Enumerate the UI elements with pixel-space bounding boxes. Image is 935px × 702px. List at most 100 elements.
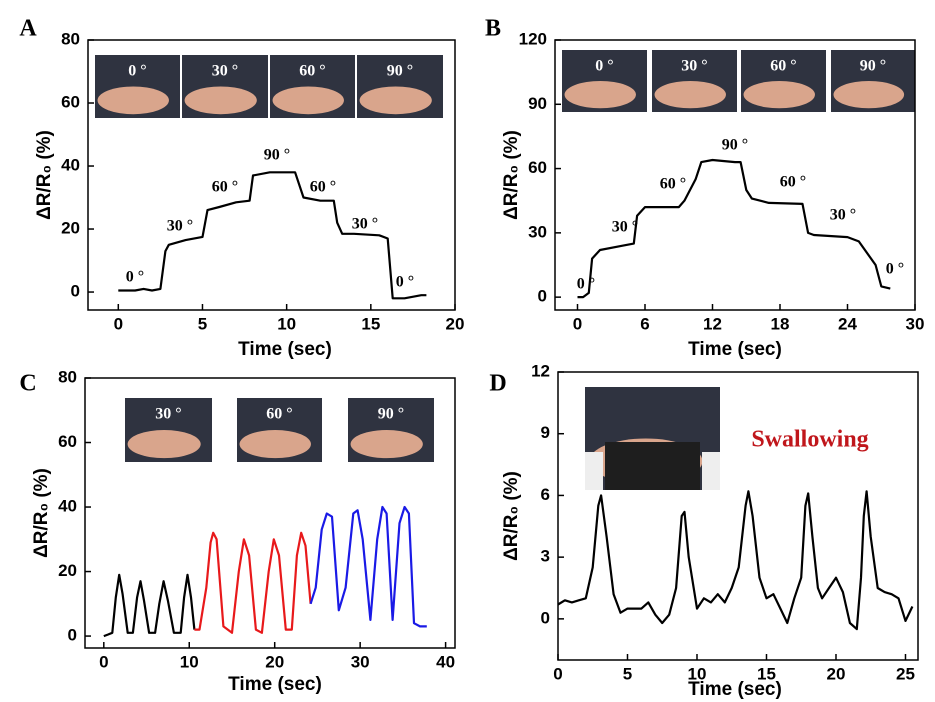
photo-collar bbox=[605, 442, 700, 490]
x-tick-label: 0 bbox=[553, 664, 562, 683]
photo-label: 90 ° bbox=[387, 63, 413, 80]
photo-subject bbox=[272, 86, 344, 115]
data-line bbox=[194, 531, 312, 634]
x-tick-label: 30 bbox=[906, 314, 925, 333]
annotation: 60 ° bbox=[212, 179, 238, 196]
data-line bbox=[118, 171, 427, 300]
y-tick-label: 60 bbox=[61, 92, 80, 111]
y-tick-label: 20 bbox=[61, 219, 80, 238]
x-axis-title: Time (sec) bbox=[688, 339, 782, 360]
annotation: 0 ° bbox=[886, 261, 904, 278]
x-tick-label: 6 bbox=[640, 314, 649, 333]
x-tick-label: 20 bbox=[827, 664, 846, 683]
data-line bbox=[309, 505, 427, 628]
y-axis-title: ΔR/R₀ (%) bbox=[34, 130, 55, 220]
photo-label: 90 ° bbox=[378, 406, 404, 423]
photo-label: 90 ° bbox=[860, 58, 886, 75]
y-tick-label: 80 bbox=[58, 367, 77, 386]
x-tick-label: 40 bbox=[436, 652, 455, 671]
y-tick-label: 120 bbox=[519, 29, 547, 48]
x-tick-label: 25 bbox=[896, 664, 915, 683]
panel-label: B bbox=[485, 16, 501, 42]
photo-label: 0 ° bbox=[595, 58, 613, 75]
y-tick-label: 40 bbox=[61, 156, 80, 175]
panel-label: C bbox=[19, 371, 36, 397]
x-tick-label: 30 bbox=[351, 652, 370, 671]
y-axis-title: ΔR/R₀ (%) bbox=[501, 130, 522, 220]
y-tick-label: 60 bbox=[58, 432, 77, 451]
annotation: 60 ° bbox=[310, 179, 336, 196]
photo-label: 0 ° bbox=[128, 63, 146, 80]
photo-label: 30 ° bbox=[681, 58, 707, 75]
photo-subject bbox=[833, 81, 905, 109]
y-tick-label: 80 bbox=[61, 29, 80, 48]
x-tick-label: 0 bbox=[114, 314, 123, 333]
annotation: 60 ° bbox=[660, 176, 686, 193]
photo-subject bbox=[350, 430, 423, 459]
x-tick-label: 10 bbox=[688, 664, 707, 683]
y-tick-label: 0 bbox=[538, 287, 547, 306]
y-tick-label: 0 bbox=[541, 608, 550, 627]
photo-subject bbox=[239, 430, 311, 459]
x-axis-title: Time (sec) bbox=[228, 674, 322, 695]
photo-subject bbox=[184, 86, 257, 115]
x-axis-title: Time (sec) bbox=[688, 679, 782, 700]
photo-label: 30 ° bbox=[212, 63, 238, 80]
x-tick-label: 0 bbox=[573, 314, 582, 333]
annotation: 90 ° bbox=[722, 137, 748, 154]
photo-subject bbox=[654, 81, 726, 109]
annotation: 30 ° bbox=[612, 219, 638, 236]
photo-label: 30 ° bbox=[155, 406, 181, 423]
y-tick-label: 20 bbox=[58, 561, 77, 580]
photo-subject bbox=[97, 86, 169, 115]
data-line bbox=[557, 490, 914, 631]
annotation: 0 ° bbox=[396, 274, 414, 291]
annotation: 90 ° bbox=[264, 147, 290, 164]
x-tick-label: 24 bbox=[838, 314, 857, 333]
y-tick-label: 0 bbox=[68, 626, 77, 645]
annotation: Swallowing bbox=[751, 427, 868, 453]
photo-coat bbox=[702, 452, 720, 490]
plot-frame bbox=[554, 39, 916, 311]
photo-label: 60 ° bbox=[266, 406, 292, 423]
plot-frame bbox=[557, 371, 919, 661]
annotation: 60 ° bbox=[780, 174, 806, 191]
photo-label: 60 ° bbox=[770, 58, 796, 75]
data-line bbox=[103, 573, 196, 638]
annotation: 0 ° bbox=[577, 276, 595, 293]
photo-coat bbox=[585, 452, 603, 490]
y-tick-label: 60 bbox=[528, 158, 547, 177]
x-tick-label: 20 bbox=[446, 314, 465, 333]
photo-label: 60 ° bbox=[299, 63, 325, 80]
y-tick-label: 3 bbox=[541, 547, 550, 566]
photo-subject bbox=[127, 430, 201, 459]
plot-frame bbox=[84, 377, 456, 649]
x-tick-label: 12 bbox=[703, 314, 722, 333]
y-tick-label: 9 bbox=[541, 423, 550, 442]
y-tick-label: 30 bbox=[528, 222, 547, 241]
x-tick-label: 5 bbox=[198, 314, 207, 333]
annotation: 30 ° bbox=[167, 218, 193, 235]
x-tick-label: 10 bbox=[180, 652, 199, 671]
y-tick-label: 0 bbox=[71, 282, 80, 301]
annotation: 30 ° bbox=[352, 216, 378, 233]
x-tick-label: 10 bbox=[277, 314, 296, 333]
x-tick-label: 5 bbox=[623, 664, 632, 683]
y-axis-title: ΔR/R₀ (%) bbox=[31, 468, 52, 558]
x-tick-label: 18 bbox=[771, 314, 790, 333]
panel-label: A bbox=[19, 16, 37, 42]
x-tick-label: 20 bbox=[265, 652, 284, 671]
panel-label: D bbox=[489, 371, 506, 397]
annotation: 30 ° bbox=[830, 207, 856, 224]
x-tick-label: 15 bbox=[757, 664, 776, 683]
x-tick-label: 15 bbox=[361, 314, 380, 333]
data-line bbox=[577, 158, 891, 299]
y-tick-label: 90 bbox=[528, 94, 547, 113]
x-tick-label: 0 bbox=[99, 652, 108, 671]
annotation: 0 ° bbox=[126, 269, 144, 286]
y-axis-title: ΔR/R₀ (%) bbox=[501, 471, 522, 561]
photo-subject bbox=[743, 81, 815, 109]
y-tick-label: 40 bbox=[58, 497, 77, 516]
photo-subject bbox=[359, 86, 432, 115]
